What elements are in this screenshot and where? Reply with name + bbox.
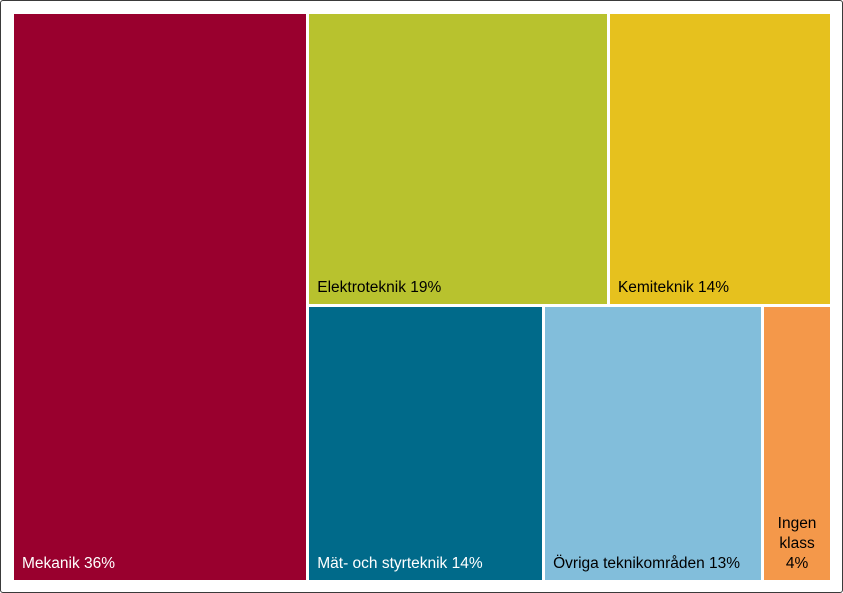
tile-label: Mät- och styrteknik 14% bbox=[317, 555, 483, 572]
tile-elektroteknik: Elektroteknik 19% bbox=[309, 14, 607, 305]
tile-label: Övriga teknikområden 13% bbox=[553, 555, 741, 572]
tile-label: Mekanik 36% bbox=[22, 555, 116, 572]
tile-kemiteknik: Kemiteknik 14% bbox=[609, 14, 830, 305]
tile-mekanik: Mekanik 36% bbox=[14, 14, 307, 580]
tile-label: Ingen klass 4% bbox=[777, 515, 817, 572]
tile-label: Kemiteknik 14% bbox=[617, 279, 730, 297]
tile-ovriga-teknikomraden: Övriga teknikområden 13% bbox=[545, 307, 762, 580]
tile-ingen-klass: Ingen klass 4% bbox=[764, 307, 830, 580]
tile-label: Elektroteknik 19% bbox=[317, 279, 442, 297]
tile-mat-och-styrteknik: Mät- och styrteknik 14% bbox=[309, 307, 543, 580]
